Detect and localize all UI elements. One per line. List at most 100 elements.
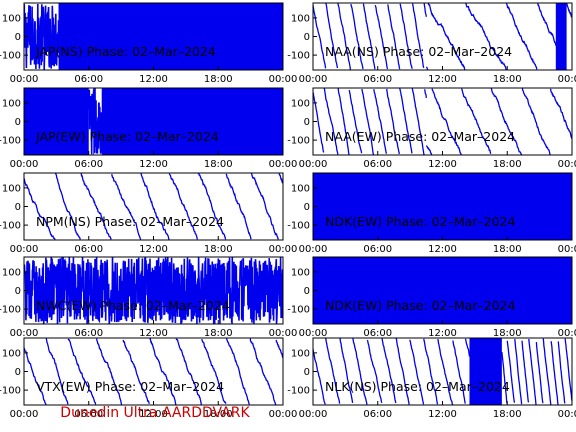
x-tick-label: 00:00 xyxy=(558,159,576,170)
phase-trace-8-1 xyxy=(313,257,572,324)
y-tick-label: 100 xyxy=(2,348,21,359)
x-tick-label: 18:00 xyxy=(204,74,233,85)
x-tick-label: 06:00 xyxy=(363,328,392,339)
x-tick-label: 06:00 xyxy=(363,244,392,255)
x-tick-label: 12:00 xyxy=(139,74,168,85)
x-tick-label: 12:00 xyxy=(428,159,457,170)
y-tick-label: 100 xyxy=(291,183,310,194)
phase-trace-4-1 xyxy=(313,88,427,155)
y-tick-label: 100 xyxy=(2,13,21,24)
trace-group xyxy=(24,88,283,155)
phase-trace-10-1 xyxy=(313,338,471,405)
x-tick-label: 00:00 xyxy=(299,244,328,255)
panel-label: NLK(NS) Phase: 02–Mar–2024 xyxy=(325,379,510,394)
x-tick-label: 00:00 xyxy=(269,159,298,170)
panel-label: NDK(EW) Phase: 02–Mar–2024 xyxy=(325,214,516,229)
x-tick-label: 00:00 xyxy=(269,328,298,339)
x-tick-label: 00:00 xyxy=(10,74,39,85)
y-tick-label: -100 xyxy=(0,305,21,316)
chart-panel-5: 100 0 -100 00:00 06:00 12:00 18:00 00:00 NPM(NS)… xyxy=(0,172,298,255)
x-tick-label: 00:00 xyxy=(558,409,576,420)
phase-trace-2-3 xyxy=(555,3,567,70)
phase-trace-2-1 xyxy=(313,3,427,70)
y-tick-label: 0 xyxy=(304,117,310,128)
y-tick-label: 100 xyxy=(291,13,310,24)
x-tick-label: 18:00 xyxy=(493,74,522,85)
phase-trace-4-2 xyxy=(425,88,572,155)
panel-label: VTX(EW) Phase: 02–Mar–2024 xyxy=(36,379,224,394)
phase-trace-3-3 xyxy=(101,88,283,155)
x-tick-label: 00:00 xyxy=(299,328,328,339)
panel-label: NWC(EW) Phase: 02–Mar–2024 xyxy=(36,298,230,313)
x-tick-label: 12:00 xyxy=(139,328,168,339)
x-tick-label: 18:00 xyxy=(204,328,233,339)
x-tick-label: 06:00 xyxy=(74,244,103,255)
panel-label: JAP(EW) Phase: 02–Mar–2024 xyxy=(35,129,219,144)
x-tick-label: 06:00 xyxy=(363,159,392,170)
chart-panel-2: 100 0 -100 00:00 06:00 12:00 18:00 00:00 NAA(NS)… xyxy=(287,2,576,85)
x-tick-label: 00:00 xyxy=(269,74,298,85)
phase-trace-3-1 xyxy=(24,88,89,155)
y-tick-label: 0 xyxy=(15,202,21,213)
chart-panel-9: 100 0 -100 00:00 06:00 12:00 18:00 00:00 VTX(EW)… xyxy=(0,337,298,420)
x-tick-label: 06:00 xyxy=(363,409,392,420)
x-tick-label: 18:00 xyxy=(204,159,233,170)
y-tick-label: -100 xyxy=(287,51,310,62)
x-tick-label: 06:00 xyxy=(74,159,103,170)
y-tick-label: 0 xyxy=(15,286,21,297)
chart-panel-8: 100 0 -100 00:00 06:00 12:00 18:00 00:00 NDK(EW)… xyxy=(287,256,576,339)
x-tick-label: 12:00 xyxy=(428,74,457,85)
panel-label: NPM(NS) Phase: 02–Mar–2024 xyxy=(36,214,224,229)
panel-label: NAA(NS) Phase: 02–Mar–2024 xyxy=(325,44,512,59)
trace-group xyxy=(24,257,283,324)
x-tick-label: 00:00 xyxy=(299,159,328,170)
y-tick-label: 0 xyxy=(15,367,21,378)
chart-panel-1: 100 0 -100 00:00 06:00 12:00 18:00 00:00 JAP(NS)… xyxy=(0,2,298,85)
x-tick-label: 18:00 xyxy=(204,409,233,420)
panel-label: JAP(NS) Phase: 02–Mar–2024 xyxy=(35,44,216,59)
phase-trace-6-1 xyxy=(313,173,572,240)
panel-label: NDK(EW) Phase: 02–Mar–2024 xyxy=(325,298,516,313)
chart-panel-6: 100 0 -100 00:00 06:00 12:00 18:00 00:00 NDK(EW)… xyxy=(287,172,576,255)
x-tick-label: 06:00 xyxy=(363,74,392,85)
y-tick-label: 0 xyxy=(304,286,310,297)
y-tick-label: -100 xyxy=(287,221,310,232)
x-tick-label: 00:00 xyxy=(10,244,39,255)
x-tick-label: 12:00 xyxy=(139,159,168,170)
trace-group xyxy=(313,257,572,324)
y-tick-label: 100 xyxy=(291,267,310,278)
footer-label: Dunedin Ultra AARDDVARK xyxy=(60,405,250,421)
y-tick-label: -100 xyxy=(0,386,21,397)
phase-trace-7-1 xyxy=(24,257,283,324)
chart-panel-3: 100 0 -100 00:00 06:00 12:00 18:00 00:00 JAP(EW)… xyxy=(0,87,298,170)
phase-trace-1-2 xyxy=(58,3,283,70)
y-tick-label: 0 xyxy=(304,32,310,43)
trace-group xyxy=(24,338,283,405)
y-tick-label: 100 xyxy=(2,183,21,194)
x-tick-label: 12:00 xyxy=(139,244,168,255)
x-tick-label: 00:00 xyxy=(299,74,328,85)
x-tick-label: 00:00 xyxy=(10,328,39,339)
x-tick-label: 18:00 xyxy=(204,244,233,255)
x-tick-label: 18:00 xyxy=(493,244,522,255)
y-tick-label: 100 xyxy=(2,267,21,278)
x-tick-label: 06:00 xyxy=(74,409,103,420)
y-tick-label: 100 xyxy=(291,348,310,359)
trace-group xyxy=(313,88,572,155)
x-tick-label: 00:00 xyxy=(299,409,328,420)
phase-trace-10-2 xyxy=(469,338,502,405)
trace-group xyxy=(24,3,283,70)
x-tick-label: 00:00 xyxy=(269,409,298,420)
x-tick-label: 12:00 xyxy=(428,244,457,255)
x-tick-label: 18:00 xyxy=(493,159,522,170)
x-tick-label: 18:00 xyxy=(493,409,522,420)
phase-trace-3-2 xyxy=(88,88,103,155)
y-tick-label: 100 xyxy=(2,98,21,109)
x-tick-label: 00:00 xyxy=(269,244,298,255)
y-tick-label: 0 xyxy=(15,32,21,43)
trace-group xyxy=(313,173,572,240)
x-tick-label: 00:00 xyxy=(558,74,576,85)
y-tick-label: 0 xyxy=(304,367,310,378)
trace-group xyxy=(313,338,572,405)
